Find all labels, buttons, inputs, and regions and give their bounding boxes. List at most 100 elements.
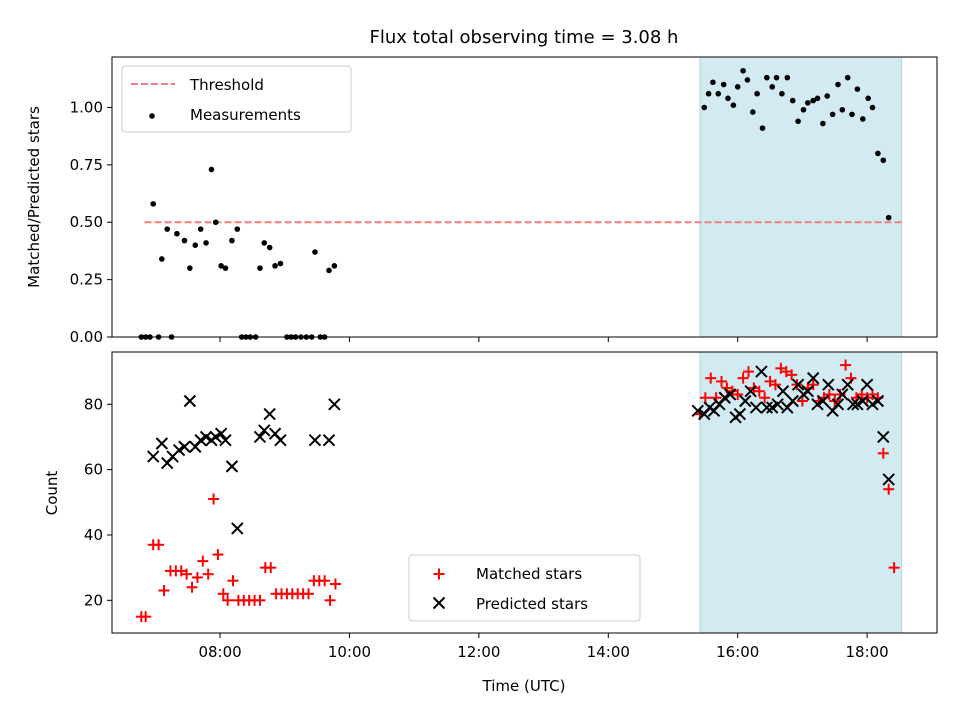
y-tick-label: 60 xyxy=(84,461,103,479)
predicted-star-point xyxy=(771,398,784,411)
cross-stroke xyxy=(231,522,244,535)
ratio-y-axis-label: Matched/Predicted stars xyxy=(25,106,43,288)
y-tick-label: 40 xyxy=(84,526,103,544)
measurement-point xyxy=(860,116,866,122)
measurement-point xyxy=(705,90,712,97)
cross-stroke xyxy=(877,430,890,444)
matched-star-point xyxy=(732,388,744,400)
cross-stroke xyxy=(776,385,790,398)
matched-star-point xyxy=(742,366,754,378)
cross-stroke xyxy=(739,394,752,408)
matched-star-point xyxy=(181,568,193,580)
matched-star-point xyxy=(191,571,203,583)
cross-stroke xyxy=(836,388,849,401)
predicted-star-point xyxy=(146,450,160,463)
matched-star-point xyxy=(302,588,314,600)
cross-stroke xyxy=(274,434,287,447)
cross-stroke xyxy=(749,401,763,414)
legend-threshold-label: Threshold xyxy=(189,76,264,94)
predicted-stars-series xyxy=(146,365,895,535)
legend-measurements-label: Measurements xyxy=(190,106,301,124)
measurement-point xyxy=(875,150,881,157)
cross-stroke xyxy=(253,430,267,444)
matched-star-point xyxy=(202,568,214,580)
measurement-point xyxy=(779,90,785,97)
measurement-point xyxy=(829,111,836,118)
measurement-point xyxy=(192,242,199,248)
matched-star-point xyxy=(753,385,765,397)
count-plot-frame xyxy=(111,351,938,634)
cross-stroke xyxy=(755,365,768,378)
predicted-star-point xyxy=(328,398,341,411)
matched-star-point xyxy=(217,588,229,600)
measurement-point xyxy=(754,90,760,97)
matched-star-point xyxy=(737,372,749,384)
legend-predicted-swatch xyxy=(432,596,446,610)
measurement-point xyxy=(880,157,887,164)
time-x-axis: 08:00 10:00 12:00 14:00 16:00 18:00 xyxy=(198,633,889,661)
measurement-point xyxy=(725,95,731,102)
matched-star-point xyxy=(769,379,781,391)
matched-star-point xyxy=(186,581,198,593)
cross-stroke xyxy=(723,388,737,401)
predicted-star-point xyxy=(733,407,747,421)
measurement-point xyxy=(805,100,811,106)
measurement-point xyxy=(810,97,816,104)
measurement-point xyxy=(187,265,193,271)
predicted-star-point xyxy=(214,427,228,440)
matched-star-point xyxy=(888,562,900,574)
measurement-point xyxy=(773,74,780,81)
measurement-point xyxy=(203,240,209,246)
measurement-point xyxy=(326,267,332,274)
measurement-point xyxy=(159,256,165,262)
predicted-star-point xyxy=(258,424,271,437)
measurement-point xyxy=(854,86,861,92)
x-tick-label: 16:00 xyxy=(716,643,759,661)
measurement-point xyxy=(824,93,831,99)
cross-stroke xyxy=(214,427,228,440)
predicted-star-point xyxy=(253,430,267,444)
predicted-star-point xyxy=(263,407,276,421)
matched-star-point xyxy=(208,493,220,505)
measurement-point xyxy=(150,201,156,207)
predicted-star-point xyxy=(744,385,757,398)
measurement-point xyxy=(208,166,215,173)
measurement-point xyxy=(701,104,708,111)
measurement-point xyxy=(844,74,851,81)
x-tick-label: 14:00 xyxy=(587,643,630,661)
cross-stroke xyxy=(328,398,341,411)
measurement-point xyxy=(312,249,318,255)
y-tick-label: 0.25 xyxy=(70,271,103,289)
predicted-star-point xyxy=(871,394,885,408)
cross-stroke xyxy=(771,398,784,411)
ratio-legend: Threshold Measurements xyxy=(121,65,352,133)
measurement-point xyxy=(181,237,188,244)
cross-stroke xyxy=(786,394,799,408)
predicted-star-point xyxy=(723,388,737,401)
measurement-point xyxy=(261,240,268,246)
chart-title: Flux total observing time = 3.08 h xyxy=(370,27,679,48)
predicted-star-point xyxy=(791,378,805,391)
cross-stroke xyxy=(816,394,830,408)
measurement-point xyxy=(849,111,855,118)
measurement-point xyxy=(820,120,826,127)
cross-stroke xyxy=(219,434,232,447)
cross-stroke xyxy=(432,596,446,610)
matched-star-point xyxy=(254,594,266,606)
matched-star-point xyxy=(158,585,170,597)
matched-star-point xyxy=(823,388,835,400)
measurement-point xyxy=(266,244,273,251)
legend-box xyxy=(121,65,352,133)
cross-stroke xyxy=(791,378,805,391)
cross-stroke xyxy=(871,394,885,408)
measurement-point xyxy=(257,265,263,271)
predicted-star-point xyxy=(882,473,895,486)
predicted-star-point xyxy=(739,394,752,408)
cross-stroke xyxy=(308,434,322,447)
ratio-panel: 0.00 0.25 0.50 0.75 1.00 Matched/Predicted s… xyxy=(25,56,938,346)
predicted-star-point xyxy=(274,434,287,447)
matched-star-point xyxy=(786,369,798,381)
predicted-star-point xyxy=(691,404,705,418)
cross-stroke xyxy=(846,398,860,411)
